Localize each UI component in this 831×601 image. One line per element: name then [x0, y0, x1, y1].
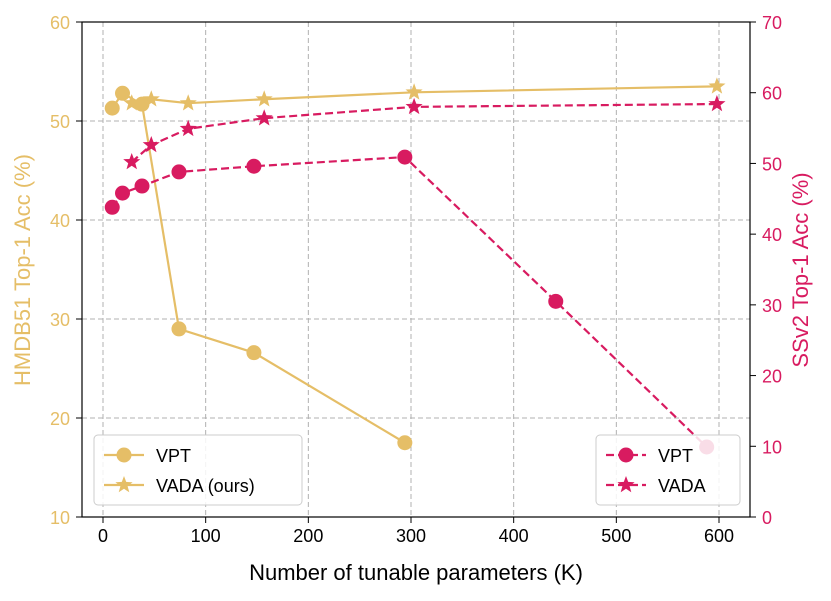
y-tick-label-right: 0 — [762, 508, 772, 528]
y-tick-label-left: 20 — [50, 409, 70, 429]
series-line — [111, 91, 406, 444]
legend-marker-star — [115, 476, 133, 493]
series-vadaright — [123, 95, 726, 170]
data-point-star — [179, 119, 197, 137]
data-point-star — [708, 77, 726, 94]
data-point-circle — [397, 149, 413, 165]
y-tick-label-right: 60 — [762, 84, 782, 104]
series-line — [111, 155, 708, 448]
series-vptright — [104, 149, 715, 455]
data-point-star — [255, 90, 273, 107]
data-point-circle — [134, 178, 150, 194]
legend-marker-circle — [618, 447, 634, 463]
legend-label: VADA (ours) — [156, 476, 255, 496]
legend-box — [93, 434, 303, 506]
data-point-circle — [115, 85, 131, 101]
data-point-circle — [246, 345, 262, 361]
data-point-circle — [171, 321, 187, 337]
y-tick-label-left: 60 — [50, 13, 70, 33]
ticks: 0 100 200 300 400 500 600102030405060010203040… — [50, 13, 782, 546]
x-tick-label: 100 — [191, 526, 221, 546]
data-point-star — [123, 94, 141, 111]
y-tick-label-right: 40 — [762, 225, 782, 245]
data-point-circle — [104, 199, 120, 215]
y-axis-label-left: HMDB51 Top-1 Acc (%) — [10, 154, 35, 386]
x-tick-label: 300 — [396, 526, 426, 546]
x-axis-label: Number of tunable parameters (K) — [249, 560, 583, 585]
data-point-circle — [104, 100, 120, 116]
data-point-star — [142, 90, 160, 107]
data-point-star — [405, 83, 423, 100]
legend-label: VPT — [658, 446, 693, 466]
series-layer — [104, 77, 726, 455]
data-point-star — [179, 94, 197, 111]
plot-frame — [81, 21, 751, 518]
y-tick-label-right: 20 — [762, 367, 782, 387]
y-tick-label-left: 10 — [50, 508, 70, 528]
data-point-circle — [246, 158, 262, 174]
legend: VPT VADA (ours) — [93, 434, 303, 506]
y-tick-label-right: 70 — [762, 13, 782, 33]
legend-marker-circle — [116, 447, 132, 463]
y-axis-label-right: SSv2 Top-1 Acc (%) — [788, 172, 813, 367]
series-vptleft — [104, 85, 413, 451]
data-point-circle — [115, 185, 131, 201]
series-line — [131, 85, 717, 105]
data-point-star — [255, 109, 273, 126]
y-tick-label-left: 50 — [50, 112, 70, 132]
data-point-circle — [397, 435, 413, 451]
x-tick-label: 500 — [601, 526, 631, 546]
x-tick-label: 400 — [499, 526, 529, 546]
y-tick-label-right: 10 — [762, 437, 782, 457]
y-tick-label-right: 50 — [762, 154, 782, 174]
y-tick-label-right: 30 — [762, 296, 782, 316]
legend-label: VADA — [658, 476, 706, 496]
data-point-star — [142, 136, 160, 153]
x-tick-label: 600 — [704, 526, 734, 546]
legends: VPT VADA (ours) VPT VADA — [93, 434, 741, 506]
series-vada-ours-left — [123, 77, 726, 111]
x-tick-label: 0 — [98, 526, 108, 546]
data-point-star — [405, 97, 423, 115]
data-point-circle — [548, 293, 564, 309]
x-tick-label: 200 — [293, 526, 323, 546]
data-point-star — [123, 153, 141, 170]
legend: VPT VADA — [595, 434, 741, 506]
legend-label: VPT — [156, 446, 191, 466]
y-tick-label-left: 30 — [50, 310, 70, 330]
data-point-star — [708, 95, 726, 112]
series-line — [131, 102, 717, 163]
y-tick-label-left: 40 — [50, 211, 70, 231]
legend-marker-star — [617, 476, 635, 493]
data-point-circle — [171, 164, 187, 180]
